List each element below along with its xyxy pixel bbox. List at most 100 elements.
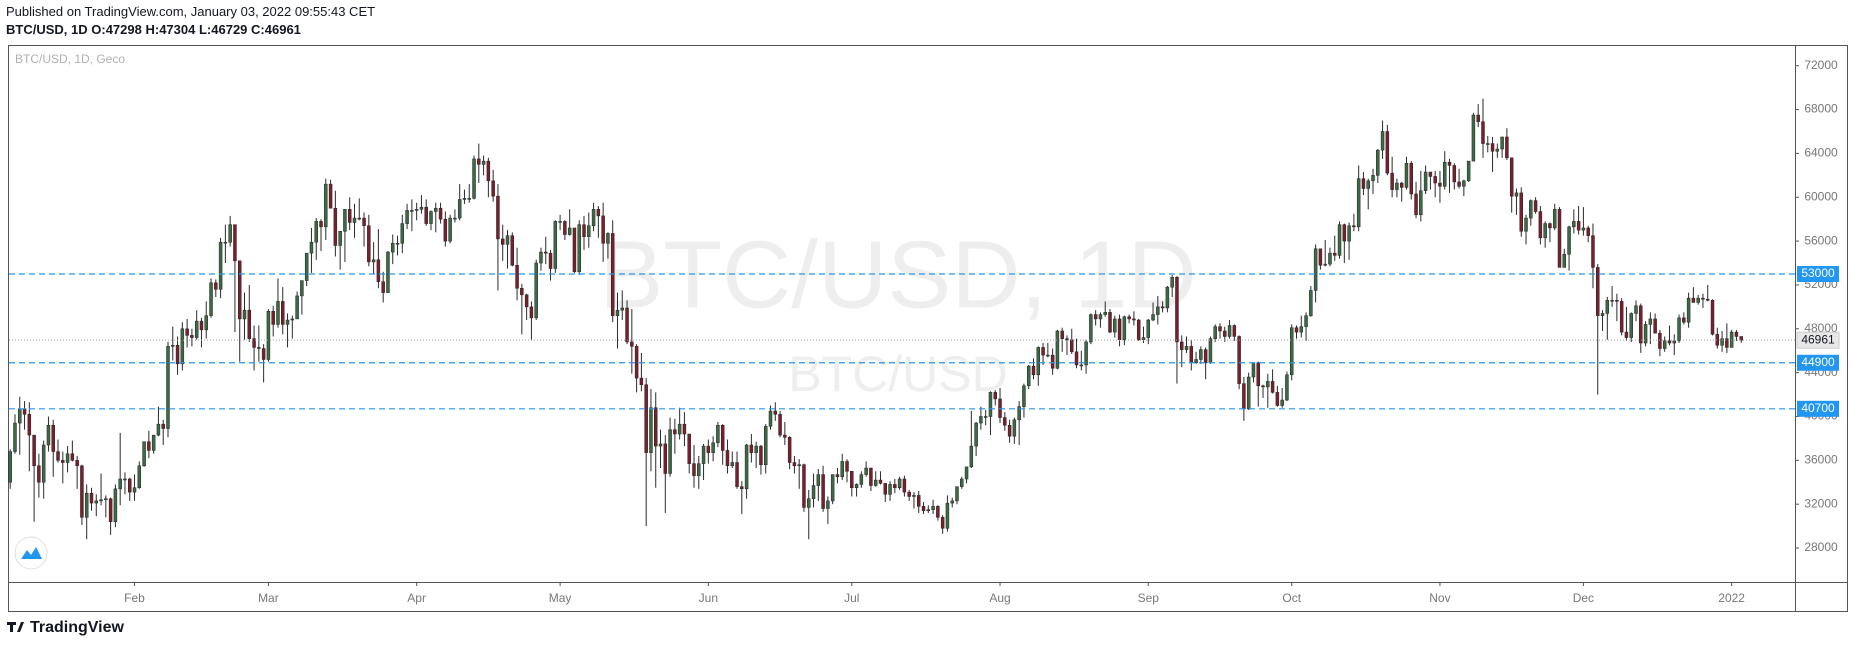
candle-body bbox=[1443, 161, 1447, 187]
candle-body bbox=[1103, 312, 1107, 315]
candle-body bbox=[701, 445, 706, 464]
ohlc-label: H: bbox=[145, 22, 160, 37]
candle-body bbox=[1395, 182, 1399, 190]
last-price-label: 46961 bbox=[1801, 332, 1835, 346]
candle-body bbox=[692, 463, 696, 476]
candle-body bbox=[1533, 200, 1538, 212]
candle-body bbox=[214, 282, 218, 290]
candle-body bbox=[1352, 225, 1356, 228]
y-tick-label: 36000 bbox=[1804, 453, 1838, 467]
candle-body bbox=[46, 425, 51, 446]
candle-body bbox=[931, 506, 935, 510]
candle-body bbox=[395, 243, 400, 245]
candle-body bbox=[128, 478, 132, 493]
candle-body bbox=[94, 500, 99, 504]
candle-body bbox=[500, 238, 505, 245]
candle-body bbox=[1419, 190, 1423, 216]
candle-body bbox=[448, 217, 452, 242]
candle-body bbox=[1586, 227, 1590, 236]
candle-body bbox=[1591, 235, 1595, 268]
footer-brand: TradingView bbox=[30, 619, 125, 636]
candle-body bbox=[204, 315, 208, 331]
candle-body bbox=[582, 224, 586, 237]
candle-body bbox=[1246, 376, 1251, 410]
candle-body bbox=[285, 319, 290, 325]
candle-body bbox=[1242, 383, 1246, 410]
candle-body bbox=[577, 224, 581, 273]
candle-body bbox=[362, 217, 366, 227]
candle-body bbox=[1194, 359, 1198, 364]
candle-body bbox=[797, 464, 801, 467]
candle-body bbox=[1457, 181, 1461, 187]
candle-body bbox=[802, 464, 806, 508]
candle-body bbox=[1065, 338, 1069, 341]
candle-body bbox=[1184, 346, 1189, 350]
candle-body bbox=[1509, 157, 1514, 197]
candle-body bbox=[271, 311, 275, 325]
candle-body bbox=[964, 466, 969, 480]
candle-body bbox=[453, 217, 457, 220]
candle-body bbox=[1280, 399, 1284, 406]
x-tick-label: 2022 bbox=[1718, 591, 1745, 605]
candle-body bbox=[787, 437, 792, 463]
candle-body bbox=[434, 207, 438, 212]
candle-body bbox=[1629, 313, 1633, 338]
ohlc-label: L: bbox=[198, 22, 212, 37]
ohlc-value: 47304 bbox=[159, 22, 196, 37]
candle-body bbox=[1567, 226, 1571, 255]
candle-body bbox=[104, 498, 108, 501]
ohlc-value: 46961 bbox=[264, 22, 301, 37]
candle-body bbox=[1213, 326, 1217, 339]
candle-body bbox=[472, 158, 476, 199]
candle-body bbox=[18, 408, 22, 424]
candle-body bbox=[300, 280, 304, 297]
candle-body bbox=[1471, 114, 1476, 162]
candle-body bbox=[1108, 312, 1112, 333]
candle-body bbox=[783, 434, 787, 438]
candle-body bbox=[1084, 341, 1088, 366]
candle-body bbox=[1299, 326, 1304, 333]
candle-body bbox=[1189, 346, 1194, 364]
x-tick-label: Mar bbox=[258, 591, 279, 605]
candle-body bbox=[257, 347, 261, 349]
candle-body bbox=[410, 210, 414, 212]
candle-body bbox=[644, 384, 648, 453]
candle-body bbox=[835, 474, 840, 478]
candle-body bbox=[744, 444, 749, 490]
candle-body bbox=[1691, 297, 1696, 303]
candle-body bbox=[1361, 178, 1366, 189]
candle-body bbox=[1677, 317, 1681, 342]
ohlc-value: 47298 bbox=[105, 22, 142, 37]
candle-body bbox=[443, 218, 448, 242]
candle-body bbox=[907, 491, 911, 497]
candle-body bbox=[668, 429, 672, 474]
candle-body bbox=[763, 426, 768, 465]
candle-body bbox=[118, 478, 122, 490]
candle-body bbox=[290, 318, 295, 321]
candle-body bbox=[993, 392, 997, 400]
candle-body bbox=[864, 467, 868, 475]
candle-body bbox=[1007, 425, 1012, 437]
candle-body bbox=[1046, 354, 1050, 357]
candle-body bbox=[1180, 341, 1184, 350]
candle-body bbox=[773, 410, 778, 415]
candle-body bbox=[151, 434, 156, 451]
candle-body bbox=[1380, 131, 1385, 151]
candle-body bbox=[1572, 221, 1576, 228]
candle-body bbox=[1275, 392, 1280, 406]
candle-body bbox=[1261, 385, 1265, 388]
candle-body bbox=[1399, 182, 1404, 188]
candle-body bbox=[1074, 351, 1079, 366]
candle-body bbox=[1639, 305, 1643, 344]
candle-body bbox=[319, 221, 323, 228]
candle-body bbox=[295, 295, 299, 320]
candle-body bbox=[1725, 338, 1729, 348]
candle-body bbox=[429, 211, 433, 224]
candle-body bbox=[1428, 171, 1433, 177]
candle-body bbox=[1462, 180, 1466, 187]
candle-body bbox=[572, 227, 577, 273]
y-tick-label: 60000 bbox=[1804, 189, 1838, 203]
ohlc-label: O: bbox=[91, 22, 106, 37]
candle-body bbox=[1495, 148, 1500, 152]
candle-body bbox=[1117, 318, 1122, 341]
